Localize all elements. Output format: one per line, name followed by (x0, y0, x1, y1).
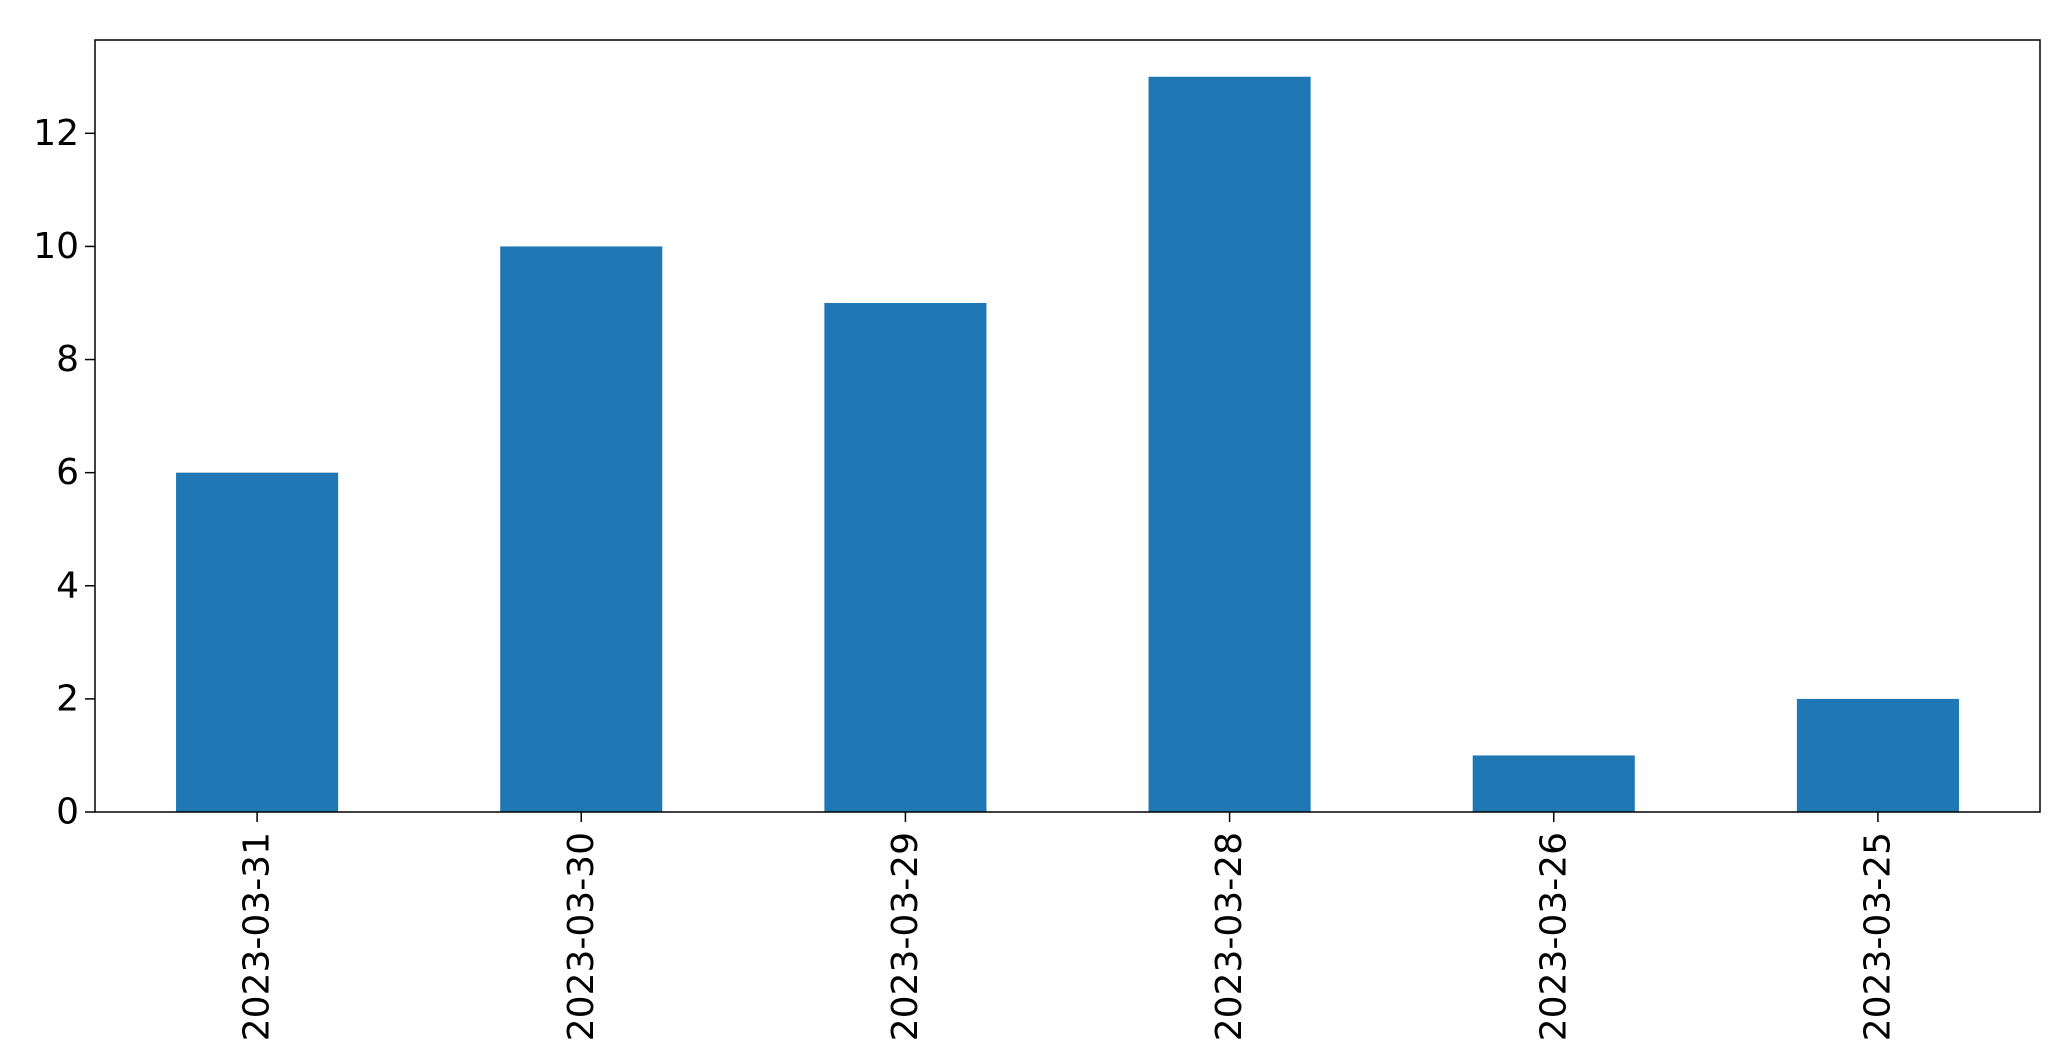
y-tick-label: 10 (33, 226, 79, 267)
x-tick-label: 2023-03-30 (561, 832, 602, 1041)
bar-2023-03-31 (176, 472, 339, 812)
y-tick-label: 0 (56, 792, 79, 833)
y-tick-label: 12 (33, 113, 79, 154)
bar-2023-03-30 (500, 246, 663, 812)
x-tick-label: 2023-03-26 (1533, 832, 1574, 1041)
y-tick-label: 6 (56, 452, 79, 493)
y-tick-label: 8 (56, 339, 79, 380)
y-tick-label: 4 (56, 565, 79, 606)
plot-frame (94, 39, 2041, 813)
x-tick-label: 2023-03-29 (885, 832, 926, 1041)
bar-2023-03-29 (824, 302, 987, 812)
bar-2023-03-28 (1148, 76, 1311, 812)
x-axis: 2023-03-31 2023-03-30 2023-03-29 2023-03-28… (237, 812, 1898, 1041)
bar-2023-03-26 (1472, 755, 1635, 812)
x-tick-label: 2023-03-28 (1209, 832, 1250, 1041)
x-tick-label: 2023-03-25 (1857, 832, 1898, 1041)
bars-group (176, 76, 1959, 812)
y-tick-label: 2 (56, 678, 79, 719)
y-axis: 0 2 4 6 8 10 12 (33, 113, 95, 833)
bar-2023-03-25 (1796, 698, 1959, 812)
x-tick-label: 2023-03-31 (237, 832, 278, 1041)
